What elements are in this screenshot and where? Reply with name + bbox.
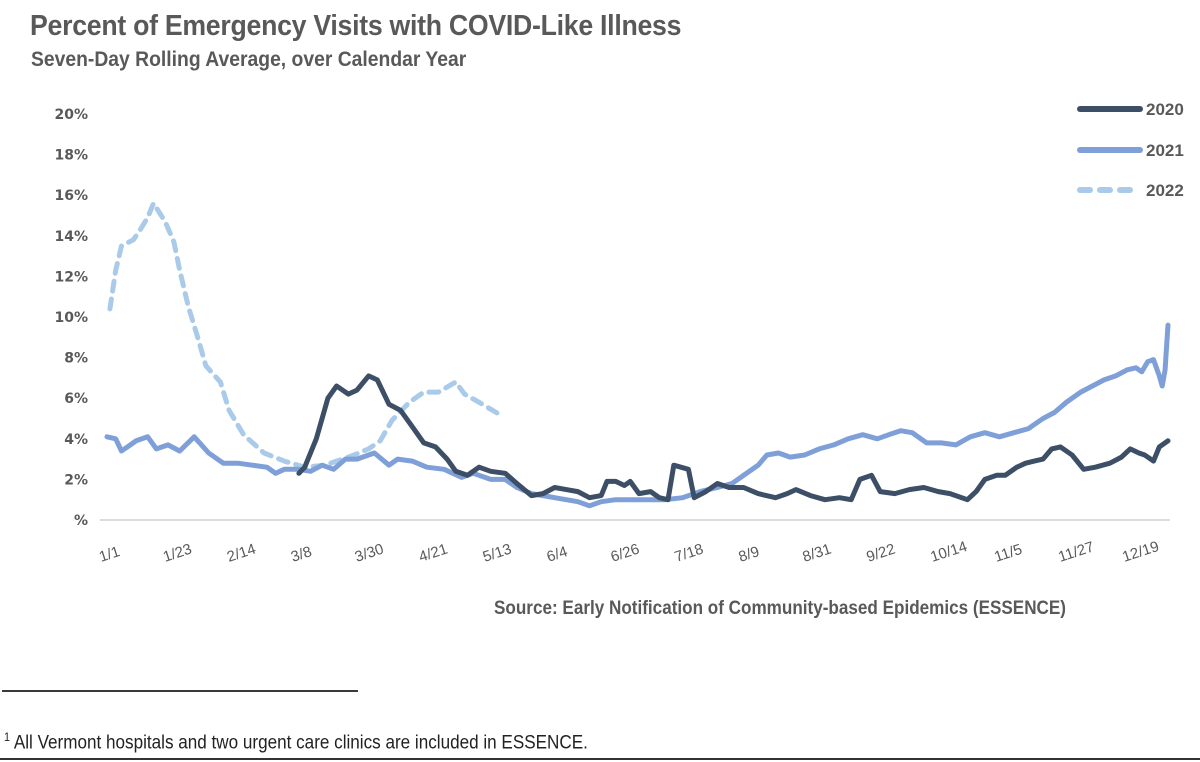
page-bottom-rule [0, 758, 1200, 760]
legend-label-2020: 2020 [1146, 100, 1184, 119]
x-tick-label: 3/30 [353, 541, 386, 566]
x-tick-label: 7/18 [673, 541, 706, 566]
y-tick-label: 18% [54, 148, 88, 164]
source-note: Source: Early Notification of Community-… [494, 598, 1067, 619]
x-tick-label: 8/9 [736, 543, 761, 566]
x-tick-label: 11/5 [992, 541, 1024, 566]
x-tick-label: 6/4 [545, 543, 570, 566]
y-tick-label: 4% [64, 432, 88, 448]
x-tick-label: 10/14 [928, 538, 969, 566]
legend-label-2022: 2022 [1146, 181, 1184, 200]
x-tick-label: 2/14 [225, 541, 258, 566]
y-tick-label: 20% [54, 107, 88, 123]
x-tick-label: 11/27 [1056, 538, 1096, 565]
series-line-2021 [104, 322, 1171, 509]
chart-subtitle: Seven-Day Rolling Average, over Calendar… [31, 48, 467, 71]
y-tick-label: 12% [54, 269, 88, 285]
x-tick-label: 6/26 [609, 541, 642, 566]
footnote: 1 All Vermont hospitals and two urgent c… [4, 730, 588, 754]
series-group [104, 200, 1171, 509]
x-tick-label: 1/23 [161, 541, 194, 566]
y-tick-label: 10% [54, 310, 88, 326]
x-tick-label: 5/13 [481, 541, 514, 566]
x-tick-label: 3/8 [289, 543, 314, 566]
x-tick-label: 4/21 [417, 541, 450, 566]
y-tick-label: 16% [54, 188, 88, 204]
legend: 2020 2021 2022 [1077, 100, 1184, 200]
y-tick-label: 14% [54, 229, 88, 245]
x-axis: 1/1 1/23 2/14 3/8 3/30 4/21 5/13 6/4 6/26 7/18 8/9… [97, 538, 1161, 566]
footnote-marker: 1 [4, 730, 11, 744]
y-tick-label: 8% [64, 351, 88, 367]
footnote-divider [2, 690, 358, 692]
y-tick-label: 2% [64, 472, 88, 488]
y-tick-label: 6% [64, 391, 88, 407]
x-tick-label: 9/22 [864, 541, 897, 566]
x-tick-label: 8/31 [800, 541, 833, 566]
series-line-2022 [107, 200, 502, 470]
series-line-2020 [296, 373, 1171, 503]
legend-label-2021: 2021 [1146, 141, 1184, 160]
x-tick-label: 12/19 [1120, 538, 1161, 566]
footnote-text: All Vermont hospitals and two urgent car… [10, 732, 588, 754]
chart-title: Percent of Emergency Visits with COVID-L… [30, 10, 682, 42]
y-axis: 20% 18% 16% 14% 12% 10% 8% 6% 4% 2%% [54, 107, 88, 529]
x-tick-label: 1/1 [97, 543, 122, 566]
y-tick-label: % [74, 513, 88, 529]
